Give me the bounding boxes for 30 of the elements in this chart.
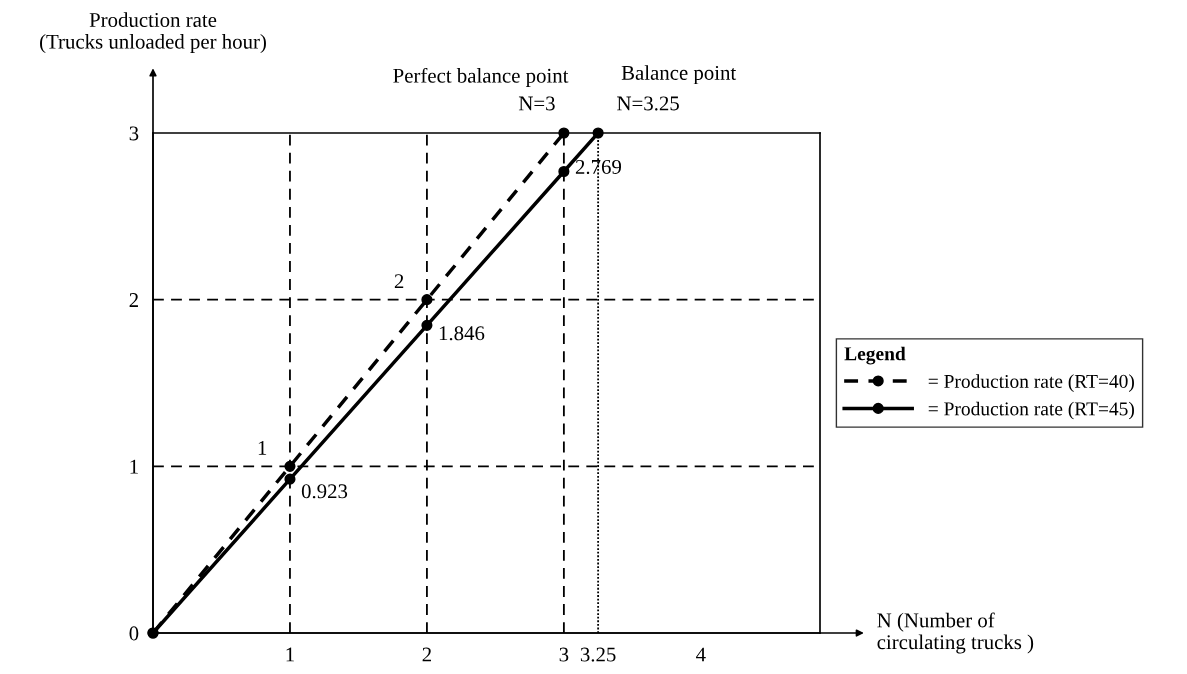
point bbox=[284, 460, 296, 472]
annotation: 2.769 bbox=[575, 159, 622, 175]
annotation: Perfect balance point bbox=[393, 67, 569, 87]
annotation: 0.923 bbox=[301, 484, 348, 499]
point bbox=[421, 294, 433, 306]
y-tick-label: 3 bbox=[129, 126, 139, 141]
point bbox=[592, 127, 604, 139]
annotation: 1.846 bbox=[439, 326, 485, 341]
annotation: 1 bbox=[258, 440, 267, 455]
y-tick-label: 2 bbox=[129, 293, 138, 307]
annotation: N=3 bbox=[518, 96, 555, 111]
x-tick-label: 1 bbox=[286, 647, 294, 662]
y-tick-label: 1 bbox=[130, 459, 138, 474]
x-tick-label: 3 bbox=[559, 647, 569, 662]
point bbox=[421, 319, 433, 331]
annotation: N=3.25 bbox=[617, 96, 679, 111]
point bbox=[558, 165, 570, 178]
x-tick-label: 4 bbox=[696, 647, 706, 662]
legend-label: = Production rate (RT=40) bbox=[928, 374, 1134, 392]
y-tick-label: 0 bbox=[129, 626, 139, 641]
annotation: Balance point bbox=[621, 65, 737, 85]
x-tick-label: 3.25 bbox=[580, 647, 616, 662]
x-tick-label: 2 bbox=[422, 647, 431, 662]
x-axis-title: N (Number of circulating trucks ) bbox=[877, 612, 1034, 654]
point bbox=[558, 127, 570, 139]
point bbox=[284, 473, 296, 485]
annotation: 2 bbox=[394, 274, 404, 289]
legend-title: Legend bbox=[844, 346, 906, 365]
y-axis-title: Production rate (Trucks unloaded per hour) bbox=[40, 12, 266, 53]
legend-label: = Production rate (RT=45) bbox=[928, 401, 1134, 420]
